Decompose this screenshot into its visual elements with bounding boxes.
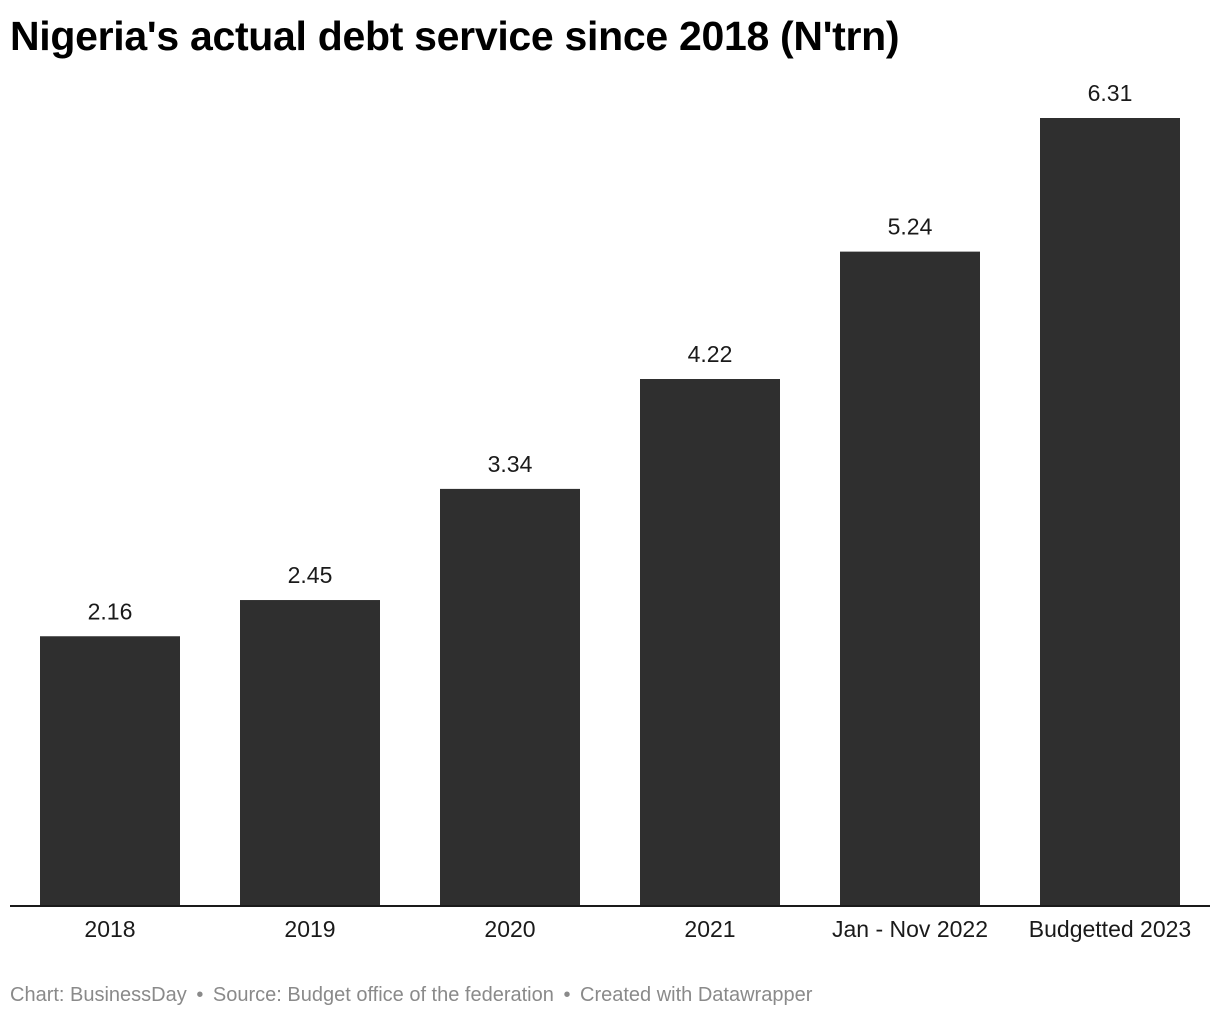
footer-byline: Chart: BusinessDay	[10, 984, 187, 1006]
value-label-2: 2.45	[288, 562, 333, 588]
bar-3	[440, 488, 580, 906]
chart-title: Nigeria's actual debt service since 2018…	[10, 13, 900, 59]
x-tick-label-2: 2019	[284, 916, 335, 942]
footer-credit: Created with Datawrapper	[580, 984, 813, 1006]
value-labels-layer: 2.16 2.45 3.34 4.22 5.24 6.31	[88, 80, 1133, 624]
x-tick-label-1: 2018	[84, 916, 135, 942]
x-tick-label-4: 2021	[684, 916, 735, 942]
value-label-5: 5.24	[888, 214, 933, 240]
x-tick-labels: 2018 2019 2020 2021 Jan - Nov 2022 Budgetted …	[84, 916, 1191, 942]
value-label-1: 2.16	[88, 598, 133, 624]
value-label-6: 6.31	[1088, 80, 1133, 106]
footer-separator: •	[196, 984, 204, 1006]
chart-footer: Chart: BusinessDay • Source: Budget offi…	[10, 984, 812, 1007]
bar-5	[840, 251, 980, 907]
value-label-4: 4.22	[688, 341, 733, 367]
bars-layer	[40, 118, 1180, 907]
bar-2	[240, 600, 380, 906]
footer-separator: •	[563, 984, 571, 1006]
bar-6	[1040, 118, 1180, 906]
value-label-3: 3.34	[488, 451, 533, 477]
x-tick-label-5: Jan - Nov 2022	[832, 916, 988, 942]
x-tick-label-3: 2020	[484, 916, 535, 942]
x-tick-label-6: Budgetted 2023	[1029, 916, 1191, 942]
footer-source: Source: Budget office of the federation	[212, 984, 554, 1006]
bar-1	[40, 636, 180, 906]
bar-4	[640, 379, 780, 906]
